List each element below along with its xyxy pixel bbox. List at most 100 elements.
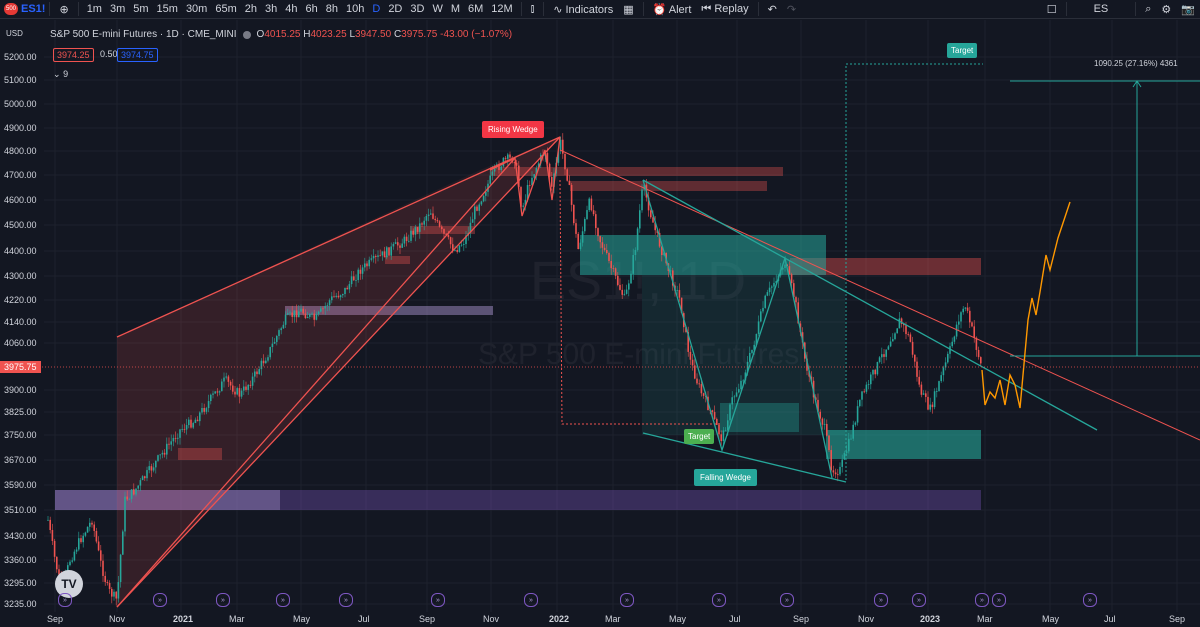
event-marker-icon[interactable]: »: [58, 593, 72, 607]
event-marker-icon[interactable]: »: [620, 593, 634, 607]
fullscreen-icon[interactable]: ☐: [1046, 2, 1057, 16]
green-dotted-target: [845, 63, 983, 480]
interval-6h[interactable]: 6h: [305, 3, 318, 15]
time-tick: Jul: [729, 614, 741, 624]
candle-body: [922, 393, 925, 395]
symbol-search[interactable]: ES1!: [21, 3, 46, 15]
search-icon[interactable]: ⌕: [1145, 2, 1152, 15]
interval-10h[interactable]: 10h: [346, 3, 365, 15]
candle-body: [731, 397, 733, 405]
event-marker-icon[interactable]: »: [992, 593, 1006, 607]
candle-body: [856, 406, 859, 423]
event-marker-icon[interactable]: »: [1083, 593, 1097, 607]
candle-body: [353, 276, 355, 281]
candle-body: [581, 231, 584, 243]
candle-body: [694, 365, 696, 379]
event-marker-icon[interactable]: »: [216, 593, 230, 607]
candle-body: [570, 184, 573, 205]
interval-w[interactable]: W: [432, 3, 443, 15]
target-low-label[interactable]: Target: [684, 429, 715, 444]
candle-body: [196, 419, 199, 422]
interval-1m[interactable]: 1m: [86, 3, 102, 15]
candle-body: [685, 327, 687, 333]
price-tick: 3670.00: [4, 455, 37, 465]
time-axis[interactable]: Sep Nov 2021 Mar May Jul Sep Nov 2022 Mar May Jul Se…: [0, 612, 1200, 627]
rising-wedge-label[interactable]: Rising Wedge: [482, 121, 544, 138]
ask-price[interactable]: 3974.75: [117, 48, 158, 62]
candle-body: [716, 418, 718, 425]
event-marker-icon[interactable]: »: [524, 593, 538, 607]
price-tick: 3825.00: [4, 407, 37, 417]
event-marker-icon[interactable]: »: [153, 593, 167, 607]
event-marker-icon[interactable]: »: [912, 593, 926, 607]
interval-d[interactable]: D: [372, 3, 381, 15]
camera-snapshot-icon[interactable]: 📷: [1181, 2, 1195, 16]
compare-add-icon[interactable]: ⊕: [59, 2, 69, 16]
event-marker-icon[interactable]: »: [780, 593, 794, 607]
candle-body: [773, 282, 775, 287]
interval-12m[interactable]: 12M: [491, 3, 513, 15]
candle-body: [931, 404, 934, 408]
interval-3d[interactable]: 3D: [410, 3, 425, 15]
bid-price[interactable]: 3974.25: [53, 48, 94, 62]
interval-m[interactable]: M: [450, 3, 460, 15]
candle-body: [379, 255, 381, 257]
candle-body: [478, 204, 480, 211]
undo-icon[interactable]: ↶: [767, 2, 777, 16]
candle-body: [559, 139, 562, 152]
indicators-toggle[interactable]: ⌄ 9: [53, 69, 69, 80]
candle-body: [874, 369, 876, 375]
falling-wedge-label[interactable]: Falling Wedge: [694, 469, 757, 486]
layouts-grid-icon[interactable]: ▦: [623, 2, 634, 16]
interval-5m[interactable]: 5m: [133, 3, 149, 15]
candle-body: [619, 284, 621, 290]
candle-body: [148, 466, 150, 471]
candle-body: [522, 205, 524, 207]
interval-15m[interactable]: 15m: [156, 3, 178, 15]
interval-30m[interactable]: 30m: [185, 3, 208, 15]
interval-8h[interactable]: 8h: [325, 3, 338, 15]
candle-body: [56, 556, 58, 570]
price-chart[interactable]: 5200.00 5100.00 5000.00 4900.00 4800.00 4700.…: [0, 19, 1200, 614]
event-marker-icon[interactable]: »: [712, 593, 726, 607]
event-marker-icon[interactable]: »: [431, 593, 445, 607]
event-marker-icon[interactable]: »: [874, 593, 888, 607]
interval-2h[interactable]: 2h: [244, 3, 257, 15]
candle-body: [192, 422, 194, 428]
candle-body: [713, 412, 716, 419]
replay-button[interactable]: ⏮ Replay: [701, 2, 749, 15]
event-marker-icon[interactable]: »: [339, 593, 353, 607]
redo-icon[interactable]: ↷: [786, 2, 797, 16]
candle-body: [823, 423, 826, 425]
interval-3m[interactable]: 3m: [109, 3, 126, 15]
event-marker-icon[interactable]: »: [975, 593, 989, 607]
price-tick: 3360.00: [4, 555, 37, 565]
more-menu-icon[interactable]: [242, 30, 251, 39]
target-high-label[interactable]: Target: [947, 43, 978, 58]
interval-65m[interactable]: 65m: [215, 3, 237, 15]
candle-body: [416, 227, 419, 232]
indicators-button[interactable]: ∿ Indicators: [553, 2, 614, 16]
interval-6m[interactable]: 6M: [468, 3, 484, 15]
candle-body: [117, 582, 120, 599]
price-tick: 5200.00: [4, 52, 37, 62]
candle-body: [269, 347, 271, 358]
candle-body: [535, 167, 538, 175]
exchange-label[interactable]: ES: [1093, 3, 1109, 15]
candle-body: [973, 326, 975, 338]
candle-body: [124, 496, 126, 532]
time-tick: Nov: [109, 614, 126, 624]
chart-type-candles-icon[interactable]: ⫾: [530, 2, 535, 15]
time-tick: May: [669, 614, 687, 624]
candle-body: [210, 394, 212, 402]
candle-body: [540, 154, 542, 164]
candle-body: [793, 283, 795, 298]
interval-4h[interactable]: 4h: [285, 3, 298, 15]
settings-gear-icon[interactable]: ⚙: [1161, 2, 1172, 16]
candle-body: [306, 316, 309, 319]
interval-3h[interactable]: 3h: [265, 3, 278, 15]
interval-2d[interactable]: 2D: [388, 3, 403, 15]
candle-body: [155, 460, 157, 468]
event-marker-icon[interactable]: »: [276, 593, 290, 607]
alert-button[interactable]: ⏰ Alert: [652, 2, 692, 16]
